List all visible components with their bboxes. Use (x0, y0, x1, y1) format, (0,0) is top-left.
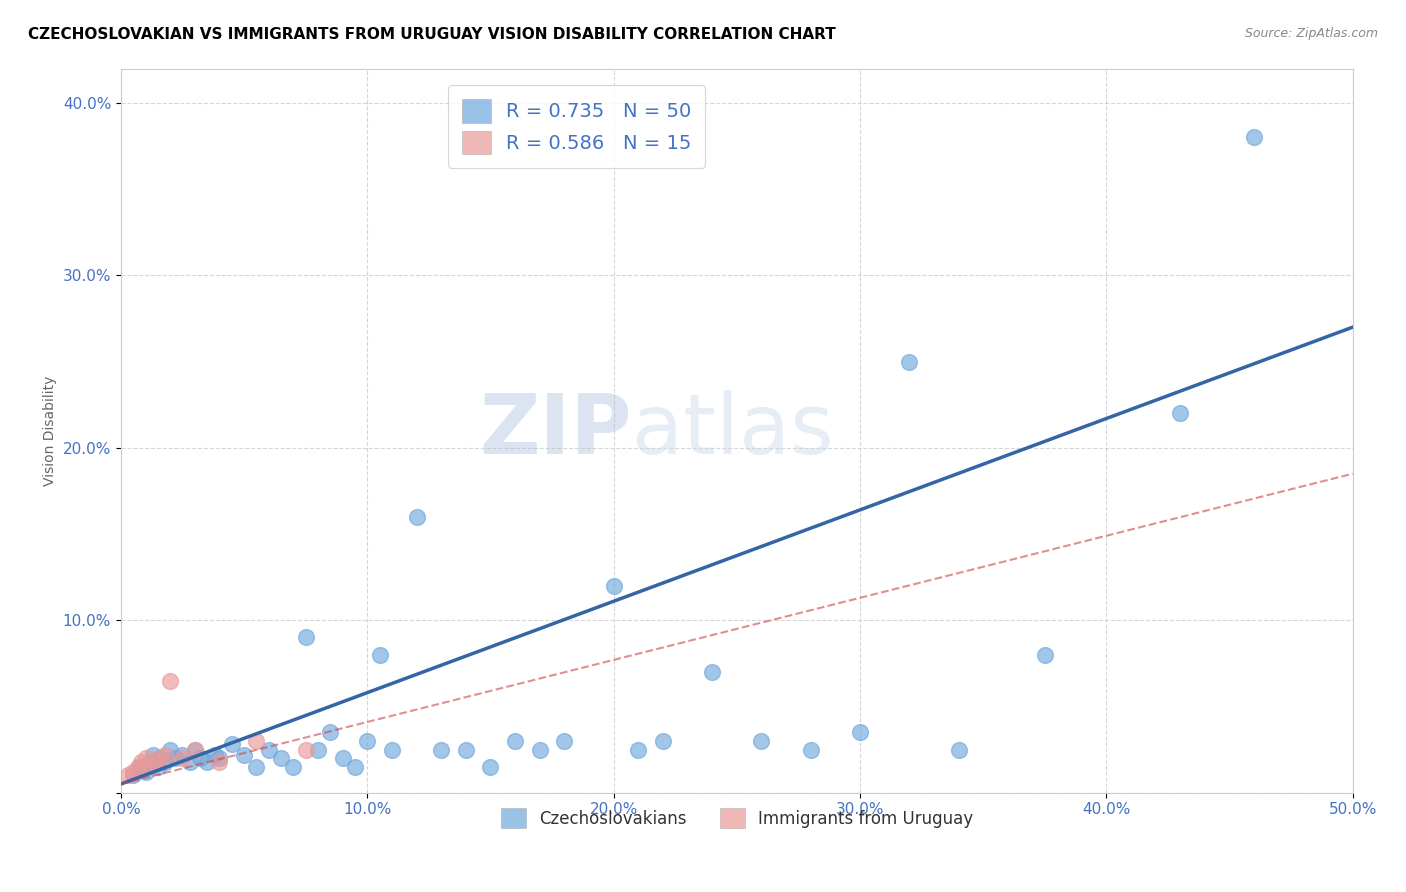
Point (307, 742, 329, 756)
Point (172, 751, 194, 765)
Point (430, 742, 453, 756)
Point (270, 751, 292, 765)
Text: ZIP: ZIP (479, 390, 633, 471)
Point (129, 760, 152, 774)
Point (188, 751, 211, 765)
Point (204, 747, 226, 762)
Point (1033, 648, 1056, 662)
Point (142, 747, 165, 762)
Point (245, 734, 267, 748)
Point (602, 579, 624, 593)
Point (122, 768, 145, 782)
Point (122, 764, 145, 779)
Point (159, 742, 181, 756)
Point (319, 725, 342, 739)
Text: atlas: atlas (633, 390, 834, 471)
Point (405, 509, 427, 524)
Point (332, 751, 354, 765)
Text: CZECHOSLOVAKIAN VS IMMIGRANTS FROM URUGUAY VISION DISABILITY CORRELATION CHART: CZECHOSLOVAKIAN VS IMMIGRANTS FROM URUGU… (28, 27, 837, 42)
Point (145, 755, 167, 769)
Point (165, 751, 187, 765)
Point (702, 665, 724, 679)
Point (127, 760, 149, 774)
Point (283, 760, 305, 774)
Point (221, 738, 243, 752)
Point (208, 755, 231, 769)
Point (257, 742, 280, 756)
Point (149, 751, 172, 765)
Point (146, 760, 169, 774)
Point (1243, 130, 1265, 145)
Y-axis label: Vision Disability: Vision Disability (44, 376, 58, 486)
Point (184, 742, 207, 756)
Point (159, 673, 181, 688)
Point (184, 742, 207, 756)
Point (751, 734, 773, 748)
Point (135, 764, 157, 779)
Point (129, 755, 152, 769)
Point (245, 760, 267, 774)
Point (849, 725, 872, 739)
Point (233, 747, 256, 762)
Point (172, 747, 194, 762)
Point (294, 742, 316, 756)
Text: Source: ZipAtlas.com: Source: ZipAtlas.com (1244, 27, 1378, 40)
Point (948, 742, 970, 756)
Point (479, 760, 502, 774)
Point (651, 734, 673, 748)
Point (1168, 406, 1191, 420)
Point (139, 755, 162, 769)
Point (381, 742, 404, 756)
Point (356, 734, 378, 748)
Point (149, 751, 172, 765)
Point (135, 751, 157, 765)
Legend: Czechoslovakians, Immigrants from Uruguay: Czechoslovakians, Immigrants from Urugua… (494, 801, 980, 835)
Point (155, 755, 177, 769)
Point (343, 760, 366, 774)
Point (117, 768, 139, 782)
Point (195, 755, 218, 769)
Point (529, 742, 551, 756)
Point (179, 755, 201, 769)
Point (800, 742, 823, 756)
Point (139, 760, 162, 774)
Point (503, 734, 526, 748)
Point (368, 648, 391, 662)
Point (898, 354, 921, 368)
Point (294, 631, 316, 645)
Point (155, 747, 177, 762)
Point (553, 734, 575, 748)
Point (454, 742, 477, 756)
Point (627, 742, 650, 756)
Point (208, 751, 231, 765)
